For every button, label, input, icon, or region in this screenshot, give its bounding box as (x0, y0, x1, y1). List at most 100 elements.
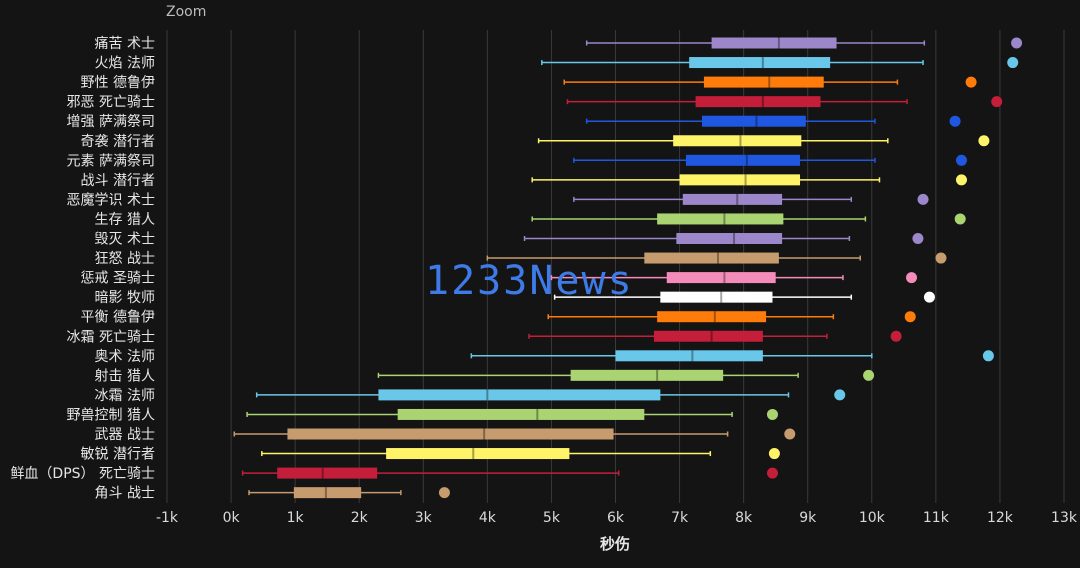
x-tick-label: 12k (987, 510, 1014, 526)
iqr-box (397, 408, 645, 420)
category-label: 毁灭 术士 (95, 232, 155, 248)
iqr-box (287, 428, 614, 440)
iqr-box (666, 272, 776, 284)
box-3 (566, 96, 1003, 108)
category-label: 暗影 牧师 (95, 290, 155, 306)
x-tick-label: 6k (607, 510, 625, 526)
box-8 (573, 193, 929, 205)
outlier-point (965, 76, 977, 88)
x-tick-label: 9k (799, 510, 817, 526)
category-label: 角斗 战士 (95, 486, 155, 502)
box-16 (470, 350, 994, 362)
x-tick-label: 10k (859, 510, 886, 526)
box-20 (233, 428, 796, 440)
iqr-box (615, 350, 763, 362)
x-tick-label: 1k (287, 510, 305, 526)
iqr-box (701, 115, 806, 127)
box-12 (550, 272, 918, 284)
iqr-box (378, 389, 661, 401)
outlier-point (923, 291, 935, 303)
iqr-box (293, 487, 362, 499)
category-label: 奥术 法师 (95, 348, 155, 365)
outlier-point (834, 389, 846, 401)
x-tick-label: 5k (543, 510, 561, 526)
iqr-box (703, 76, 824, 88)
box-9 (531, 213, 966, 225)
category-label: 野兽控制 猎人 (67, 407, 155, 423)
x-tick-label: 0k (223, 510, 241, 526)
outlier-point (766, 467, 778, 479)
category-label: 恶魔学识 术士 (67, 192, 155, 208)
outlier-point (1011, 37, 1023, 49)
outlier-point (890, 330, 902, 342)
box-6 (573, 154, 967, 166)
iqr-box (679, 174, 801, 186)
category-label: 奇袭 潜行者 (81, 133, 155, 150)
box-18 (255, 389, 846, 401)
grid-lines (166, 30, 1065, 503)
category-label: 武器 战士 (95, 427, 155, 443)
x-tick-label: 4k (479, 510, 497, 526)
box-14 (547, 311, 916, 323)
category-label: 惩戒 圣骑士 (81, 271, 155, 287)
x-tick-label: -1k (156, 510, 179, 526)
box-21 (261, 448, 780, 460)
iqr-box (657, 213, 784, 225)
box-19 (246, 408, 778, 420)
outlier-point (904, 311, 916, 323)
category-label: 元素 萨满祭司 (67, 153, 155, 169)
iqr-box (644, 252, 779, 264)
iqr-box (682, 193, 783, 205)
iqr-box (711, 37, 837, 49)
iqr-box (673, 135, 802, 147)
iqr-box (689, 57, 831, 69)
category-label: 痛苦 术士 (95, 35, 155, 52)
x-tick-label: 11k (923, 510, 950, 526)
outlier-point (955, 154, 967, 166)
category-label: 敏锐 潜行者 (81, 447, 155, 463)
box-17 (377, 369, 875, 381)
category-label: 野性 德鲁伊 (81, 75, 155, 91)
outlier-point (954, 213, 966, 225)
outlier-point (906, 272, 918, 284)
outlier-point (935, 252, 947, 264)
x-tick-label: 7k (671, 510, 689, 526)
outlier-point (1007, 57, 1019, 69)
iqr-box (685, 154, 801, 166)
box-22 (241, 467, 778, 479)
category-label: 战斗 潜行者 (81, 173, 155, 189)
iqr-box (676, 233, 783, 244)
outlier-point (438, 487, 450, 499)
box-4 (585, 115, 961, 127)
outlier-point (982, 350, 994, 362)
outlier-point (978, 135, 990, 147)
category-label: 射击 猎人 (95, 368, 155, 384)
box-5 (537, 135, 990, 147)
category-label: 邪恶 死亡骑士 (67, 95, 155, 111)
box-23 (248, 487, 450, 499)
iqr-box (653, 330, 763, 342)
box-2 (563, 76, 977, 88)
box-13 (553, 291, 935, 303)
category-label: 冰霜 死亡骑士 (67, 329, 155, 345)
category-label: 狂怒 战士 (95, 251, 155, 267)
box-1 (541, 57, 1019, 69)
category-label: 增强 萨满祭司 (67, 114, 155, 130)
category-label: 平衡 德鲁伊 (81, 310, 155, 326)
box-10 (523, 233, 924, 244)
x-tick-label: 13k (1051, 510, 1078, 526)
outlier-point (991, 96, 1003, 108)
iqr-box (695, 96, 821, 108)
category-label: 冰霜 法师 (95, 388, 155, 404)
category-label: 鲜血（DPS） 死亡骑士 (10, 466, 155, 482)
outlier-point (766, 408, 778, 420)
box-0 (585, 37, 1023, 49)
iqr-box (570, 369, 724, 381)
x-tick-labels: -1k 0k 1k 2k 3k 4k 5k 6k 7k 8k 9k 10k 11k 12k 13k (156, 510, 1078, 526)
watermark: 1233News (425, 258, 634, 304)
zoom-label[interactable]: Zoom (166, 4, 207, 20)
outlier-point (949, 115, 961, 127)
x-tick-label: 3k (415, 510, 433, 526)
